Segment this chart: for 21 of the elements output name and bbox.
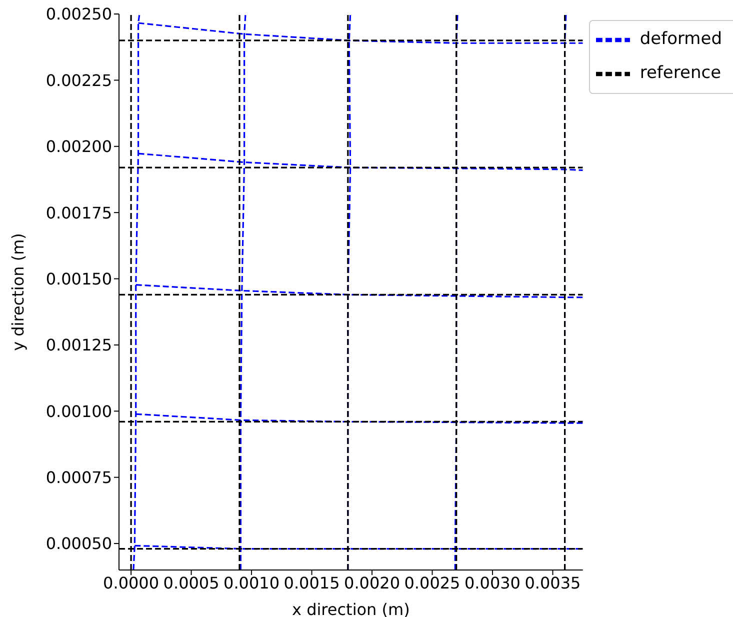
legend-label: reference [640, 63, 722, 84]
x-tick-label: 0.0020 [344, 573, 400, 592]
y-tick-label: 0.00250 [46, 4, 112, 24]
x-tick-label: 0.0025 [404, 573, 460, 592]
x-tick-label: 0.0010 [224, 573, 280, 592]
y-tick-label: 0.00225 [46, 70, 112, 90]
y-tick-label: 0.00175 [46, 203, 112, 222]
y-tick-label: 0.00150 [46, 269, 112, 288]
x-tick-label: 0.0005 [163, 573, 220, 592]
y-tick-label: 0.00125 [46, 336, 112, 355]
x-tick-label: 0.0000 [103, 573, 160, 592]
y-tick-label: 0.00100 [46, 402, 112, 421]
x-axis-title: x direction (m) [292, 600, 410, 617]
y-tick-label: 0.00200 [46, 137, 112, 156]
y-tick-label: 0.00050 [46, 534, 112, 554]
y-axis-title: y direction (m) [8, 233, 28, 351]
legend-label: deformed [640, 29, 722, 50]
x-tick-label: 0.0035 [524, 573, 581, 592]
x-tick-label: 0.0030 [464, 573, 520, 592]
x-tick-label: 0.0015 [284, 573, 340, 592]
y-tick-label: 0.00075 [46, 468, 112, 488]
